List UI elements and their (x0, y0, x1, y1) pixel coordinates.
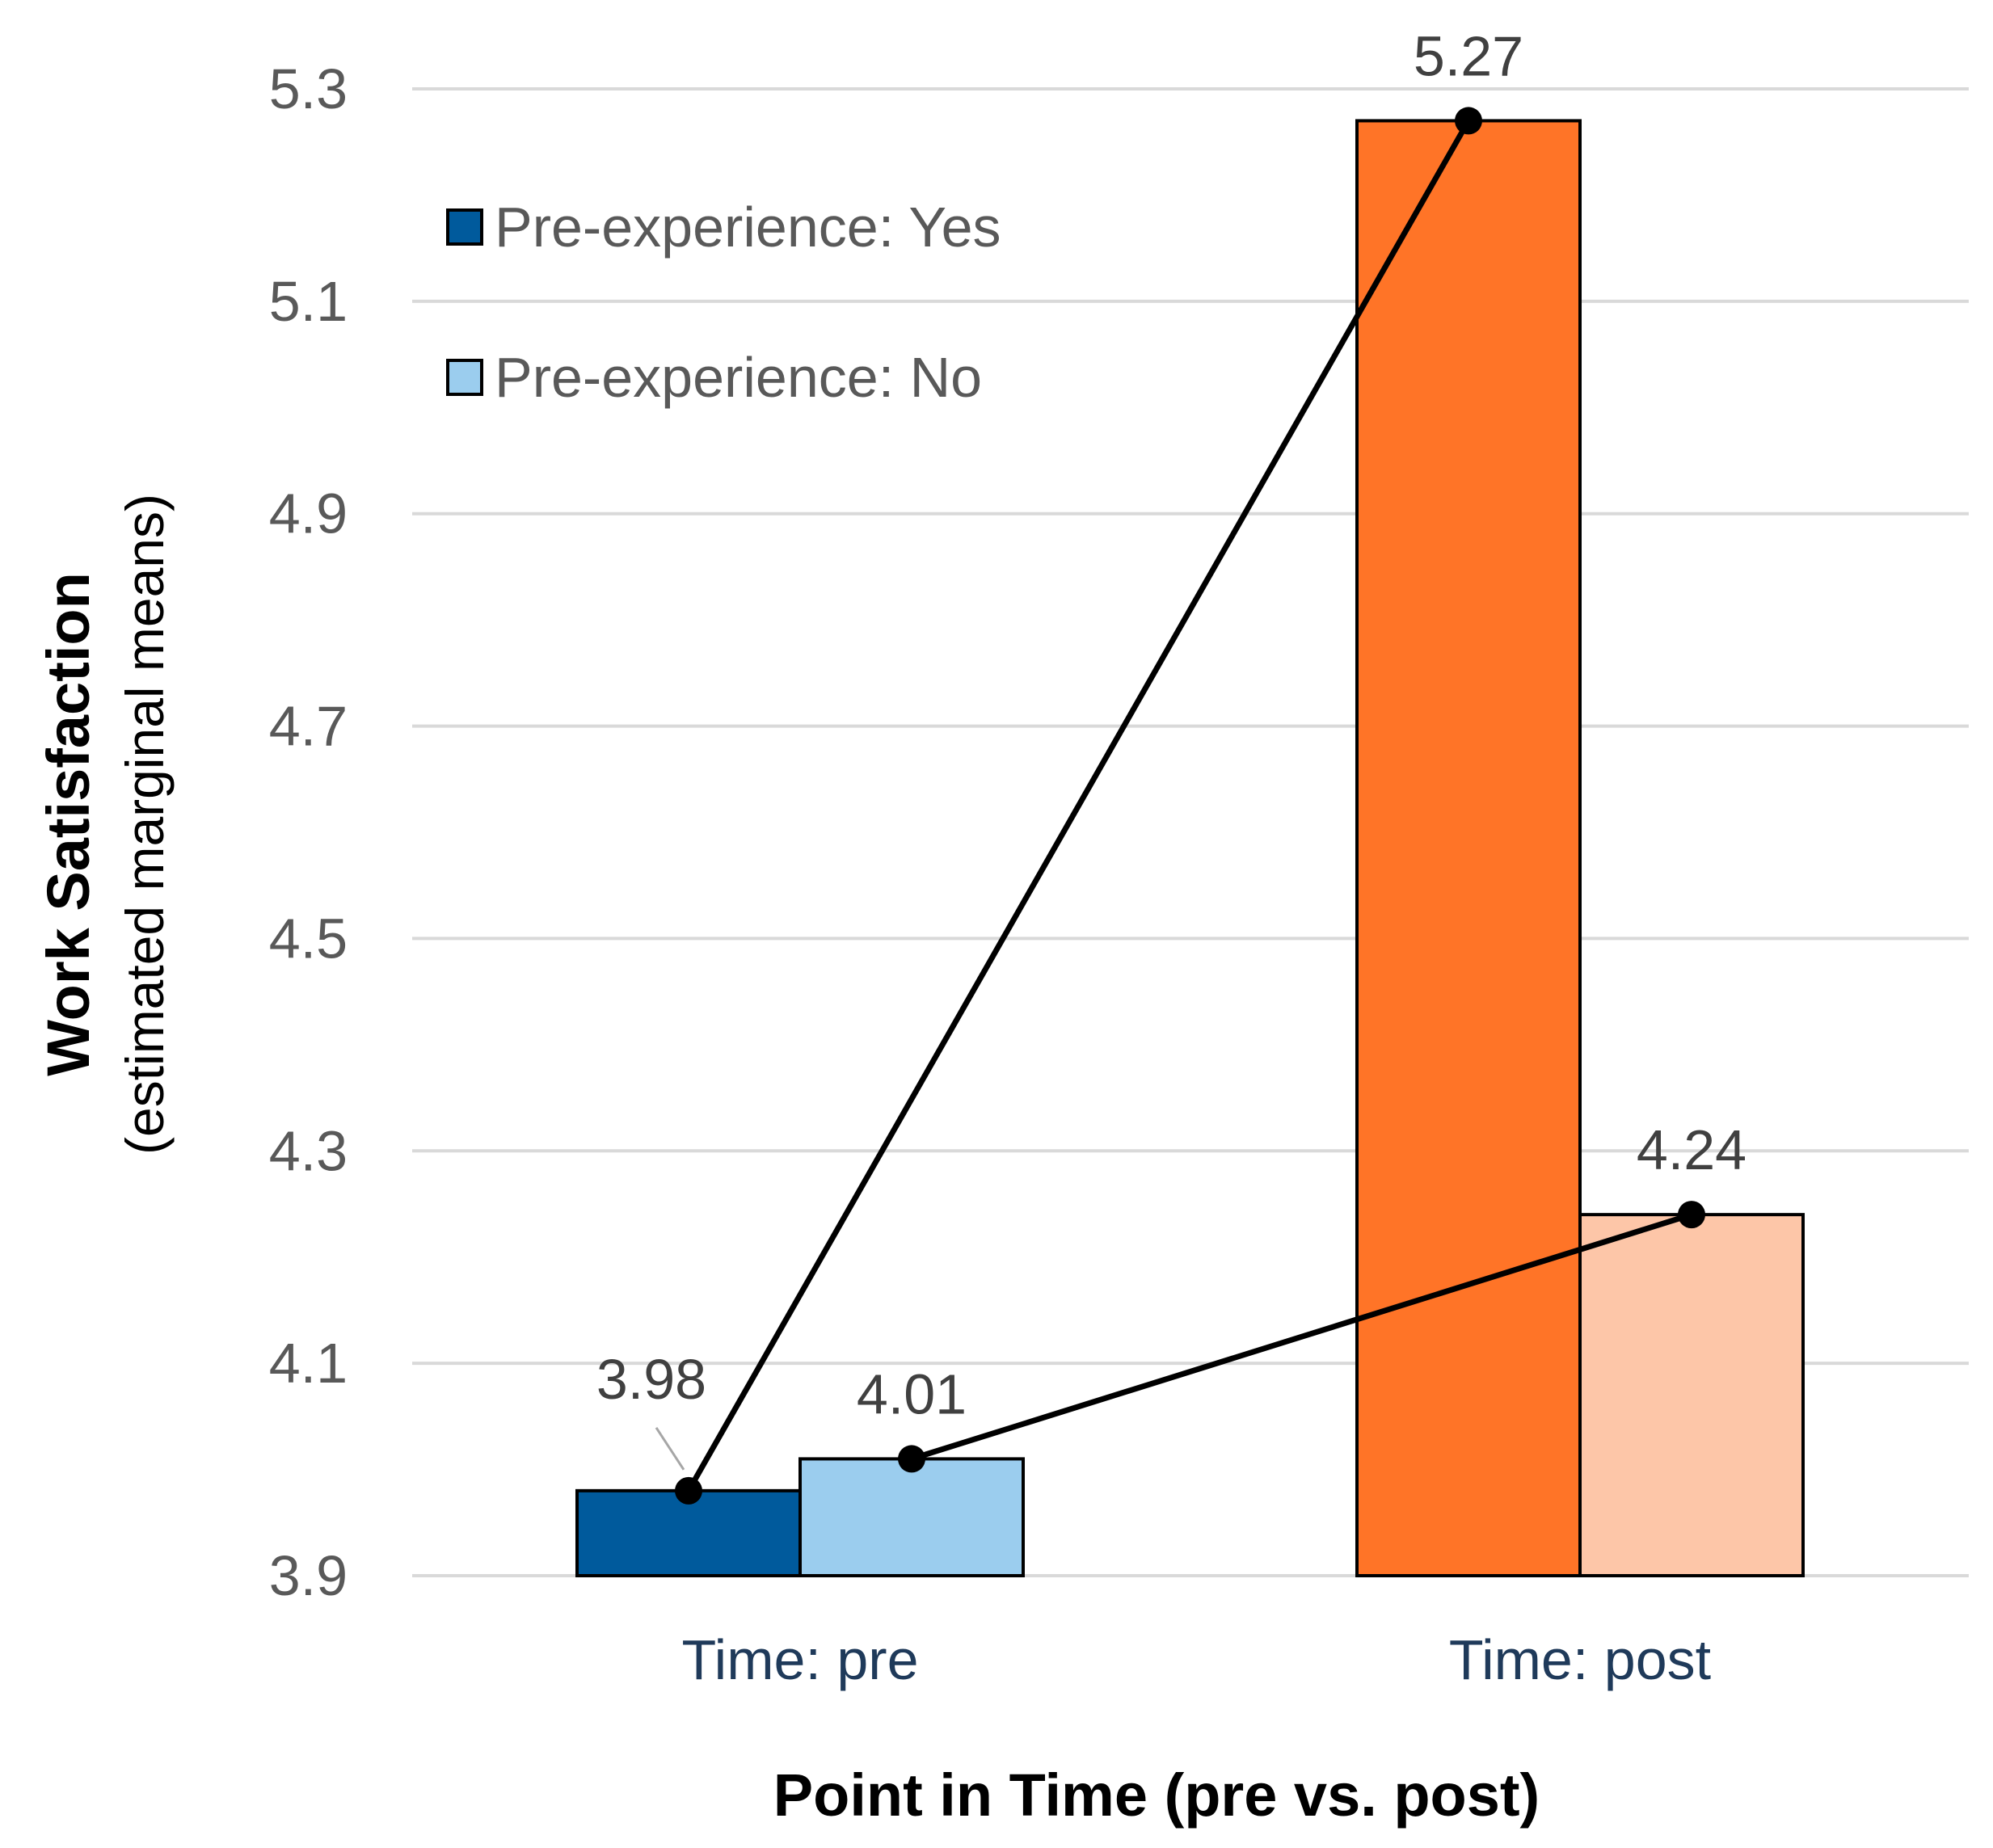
bar-yes-pre (575, 1488, 802, 1578)
x-axis-category-labels: Time: pre Time: post (681, 1628, 1711, 1691)
connector-line-yes (685, 119, 1472, 1492)
legend-label-yes: Pre-experience: Yes (495, 196, 1001, 259)
data-label-no-post: 4.24 (1637, 1118, 1747, 1181)
marker-no-post (1678, 1201, 1705, 1229)
marker-no-pre (898, 1445, 925, 1473)
y-tick-label-5.3: 5.3 (269, 57, 348, 120)
x-category-label-pre: Time: pre (681, 1628, 918, 1691)
data-label-yes-pre: 3.98 (596, 1348, 706, 1411)
gridlines (412, 87, 1969, 1577)
leader-line-yes-pre (655, 1427, 685, 1471)
marker-yes-pre (675, 1476, 702, 1505)
marker-yes-post (1455, 107, 1482, 135)
y-tick-label-3.9: 3.9 (269, 1544, 348, 1607)
y-tick-label-5.1: 5.1 (269, 270, 348, 333)
series-connector-lines (675, 107, 1705, 1505)
x-axis-title: Point in Time (pre vs. post) (773, 1762, 1540, 1829)
legend-swatch-yes (446, 208, 483, 246)
bar-yes-post (1355, 119, 1582, 1577)
y-tick-label-4.5: 4.5 (269, 907, 348, 970)
bar-no-post (1578, 1213, 1805, 1577)
data-label-no-pre: 4.01 (857, 1362, 967, 1425)
legend-swatch-no (446, 359, 483, 396)
y-axis-title: Work Satisfaction (estimated marginal me… (35, 494, 175, 1155)
y-axis-title-main: Work Satisfaction (35, 572, 102, 1076)
y-tick-label-4.3: 4.3 (269, 1119, 348, 1182)
y-tick-label-4.7: 4.7 (269, 695, 348, 758)
connector-line-no (910, 1211, 1693, 1462)
data-label-yes-post: 5.27 (1414, 24, 1523, 87)
y-tick-label-4.9: 4.9 (269, 482, 348, 545)
x-category-label-post: Time: post (1449, 1628, 1711, 1691)
y-tick-label-4.1: 4.1 (269, 1332, 348, 1395)
y-axis-title-sub: (estimated marginal means) (115, 494, 175, 1155)
legend: Pre-experience: Yes Pre-experience: No (446, 196, 1001, 409)
bars (575, 119, 1805, 1578)
data-labels: 3.98 5.27 4.01 4.24 (596, 24, 1747, 1471)
bar-no-pre (798, 1457, 1025, 1578)
legend-label-no: Pre-experience: No (495, 346, 982, 409)
y-axis-ticks: 3.9 4.1 4.3 4.5 4.7 4.9 5.1 5.3 (269, 57, 348, 1607)
